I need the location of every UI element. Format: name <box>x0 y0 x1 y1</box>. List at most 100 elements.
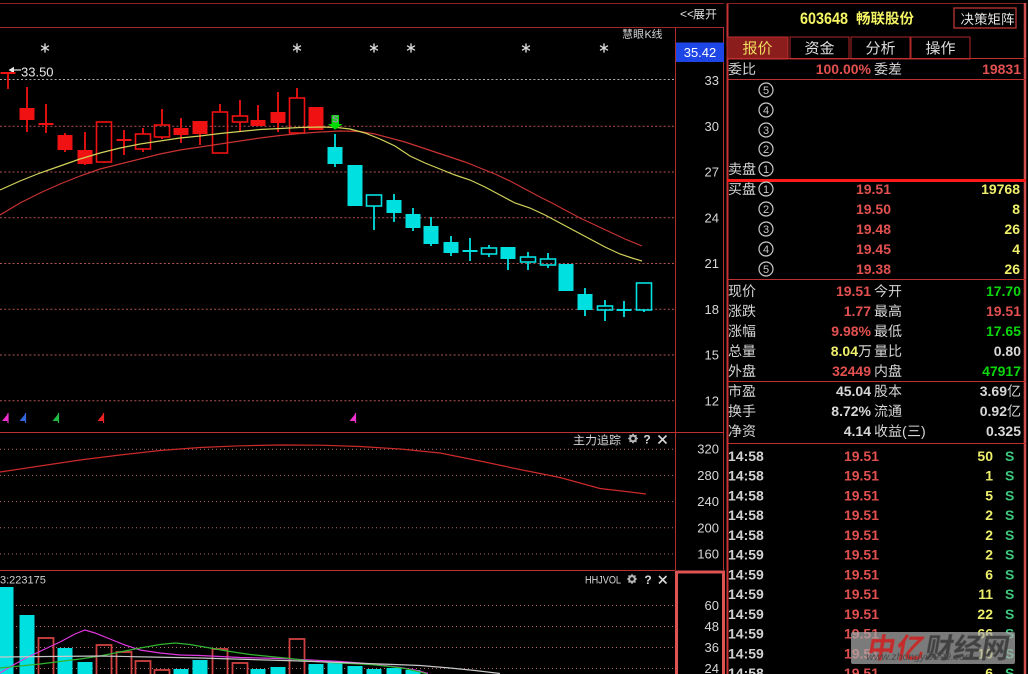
svg-text:26: 26 <box>1004 261 1020 277</box>
svg-text:17.65: 17.65 <box>986 323 1021 339</box>
svg-text:19.50: 19.50 <box>856 201 891 217</box>
svg-text:19.51: 19.51 <box>844 527 879 543</box>
svg-text:14:58: 14:58 <box>728 507 764 523</box>
svg-text:14:58: 14:58 <box>728 665 764 674</box>
svg-text:S: S <box>1005 468 1014 484</box>
svg-text:19.51: 19.51 <box>844 586 879 602</box>
svg-text:?: ? <box>643 433 650 447</box>
svg-text:1: 1 <box>985 468 993 484</box>
svg-text:12: 12 <box>705 393 719 408</box>
svg-text:3: 3 <box>763 125 769 137</box>
svg-text:19.51: 19.51 <box>844 468 879 484</box>
svg-text:19768: 19768 <box>981 181 1020 197</box>
svg-text:19.51: 19.51 <box>844 547 879 563</box>
svg-text:1: 1 <box>763 164 769 176</box>
svg-text:100.00%: 100.00% <box>816 61 872 77</box>
svg-text:6: 6 <box>985 566 993 582</box>
svg-text:14:59: 14:59 <box>728 566 764 582</box>
svg-text:(: ( <box>902 423 907 439</box>
svg-text:160: 160 <box>697 547 719 562</box>
svg-text:HHJVOL: HHJVOL <box>585 575 621 587</box>
svg-text:S: S <box>332 114 339 125</box>
svg-text:?: ? <box>644 573 651 587</box>
svg-text:S: S <box>1005 547 1014 563</box>
svg-text:603648: 603648 <box>800 9 848 28</box>
svg-text:S: S <box>1005 586 1014 602</box>
svg-text:280: 280 <box>697 468 719 483</box>
svg-text:5: 5 <box>985 487 993 503</box>
svg-text:15: 15 <box>705 348 719 363</box>
svg-text:9.98%: 9.98% <box>831 323 871 339</box>
svg-text:<<: << <box>680 7 694 21</box>
svg-text:33.50: 33.50 <box>21 65 54 80</box>
svg-text:S: S <box>1005 527 1014 543</box>
svg-text:K: K <box>645 29 653 41</box>
svg-text:S: S <box>1005 665 1014 674</box>
svg-text:14:58: 14:58 <box>728 468 764 484</box>
svg-text:8.72%: 8.72% <box>831 403 871 419</box>
svg-text:4: 4 <box>763 244 769 256</box>
svg-text:14:59: 14:59 <box>728 547 764 563</box>
svg-text:17.70: 17.70 <box>986 283 1021 299</box>
svg-text:2: 2 <box>985 507 993 523</box>
svg-text:0.92: 0.92 <box>980 403 1007 419</box>
svg-text:2: 2 <box>985 547 993 563</box>
svg-text:24: 24 <box>705 210 719 225</box>
svg-text:19.51: 19.51 <box>856 181 891 197</box>
svg-text:11: 11 <box>978 586 993 602</box>
svg-text:3:223175: 3:223175 <box>0 575 46 587</box>
svg-text:8.04: 8.04 <box>831 343 858 359</box>
svg-text:33: 33 <box>705 73 719 88</box>
svg-text:30: 30 <box>705 119 719 134</box>
svg-text:5: 5 <box>763 85 769 97</box>
svg-text:60: 60 <box>705 598 719 613</box>
svg-text:19.51: 19.51 <box>844 606 879 622</box>
svg-text:1.77: 1.77 <box>844 303 871 319</box>
svg-text:4.14: 4.14 <box>844 423 871 439</box>
svg-text:26: 26 <box>1004 221 1020 237</box>
svg-text:S: S <box>1005 448 1014 464</box>
svg-text:3: 3 <box>763 224 769 236</box>
svg-text:19.51: 19.51 <box>844 507 879 523</box>
svg-text:www.zhongyi9999.com: www.zhongyi9999.com <box>866 651 974 663</box>
svg-text:19.38: 19.38 <box>856 261 891 277</box>
svg-text:48: 48 <box>705 619 719 634</box>
svg-text:S: S <box>1005 507 1014 523</box>
svg-text:21: 21 <box>705 256 719 271</box>
svg-text:8: 8 <box>1012 201 1020 217</box>
svg-text:14:59: 14:59 <box>728 606 764 622</box>
svg-text:S: S <box>1005 606 1014 622</box>
svg-text:2: 2 <box>763 144 769 156</box>
svg-text:19.51: 19.51 <box>844 566 879 582</box>
svg-text:14:58: 14:58 <box>728 527 764 543</box>
svg-text:S: S <box>1005 487 1014 503</box>
svg-text:35.42: 35.42 <box>684 45 717 60</box>
svg-text:19831: 19831 <box>982 61 1021 77</box>
svg-text:1: 1 <box>763 184 769 196</box>
svg-text:4: 4 <box>763 105 769 117</box>
svg-text:14:59: 14:59 <box>728 586 764 602</box>
svg-text:22: 22 <box>977 606 993 622</box>
svg-text:6: 6 <box>985 665 993 674</box>
svg-text:27: 27 <box>705 165 719 180</box>
svg-text:5: 5 <box>763 264 769 276</box>
svg-text:19.51: 19.51 <box>844 487 879 503</box>
svg-text:19.51: 19.51 <box>836 283 871 299</box>
svg-text:36: 36 <box>705 640 719 655</box>
svg-text:3.69: 3.69 <box>980 383 1007 399</box>
svg-text:2: 2 <box>763 204 769 216</box>
svg-text:4: 4 <box>1012 241 1020 257</box>
svg-text:14:58: 14:58 <box>728 448 764 464</box>
svg-text:200: 200 <box>697 520 719 535</box>
svg-text:50: 50 <box>977 448 993 464</box>
svg-text:47917: 47917 <box>982 363 1021 379</box>
svg-text:S: S <box>1005 566 1014 582</box>
svg-text:19.45: 19.45 <box>856 241 891 257</box>
svg-text:14:59: 14:59 <box>728 645 764 661</box>
svg-text:19.51: 19.51 <box>844 448 879 464</box>
svg-text:0.325: 0.325 <box>986 423 1021 439</box>
svg-text:19.51: 19.51 <box>844 665 879 674</box>
svg-text:0.80: 0.80 <box>994 343 1021 359</box>
svg-text:19.51: 19.51 <box>986 303 1021 319</box>
svg-text:32449: 32449 <box>832 363 871 379</box>
